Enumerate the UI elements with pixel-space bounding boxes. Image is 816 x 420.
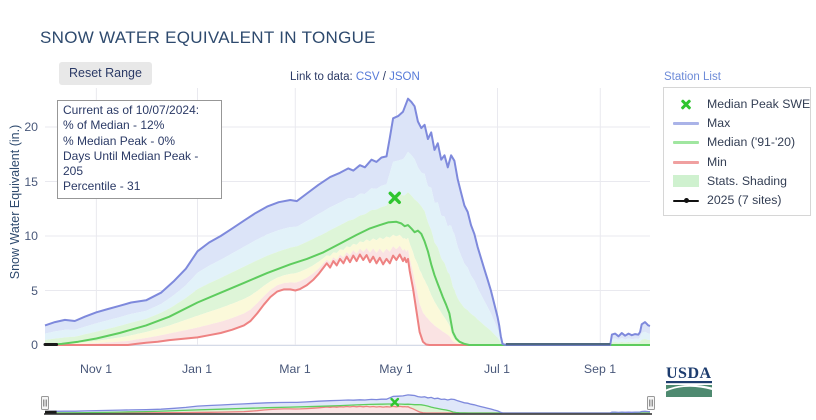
y-tick-label: 5 [31,283,38,298]
json-link[interactable]: JSON [389,71,420,83]
y-tick-label: 0 [31,338,38,352]
legend-item-min[interactable]: Min [673,152,806,171]
current-year-line-icon [673,198,699,204]
stats-shading-bands [45,98,650,345]
nav-max-line [44,394,650,414]
reset-range-button[interactable]: Reset Range [59,62,152,85]
x-tick-label: Jul 1 [484,362,510,376]
csv-link[interactable]: CSV [355,71,380,83]
usda-logo: USDA [666,366,716,399]
usda-logo-text: USDA [666,365,712,382]
legend-item-max[interactable]: Max [673,113,806,132]
legend-label: Max [707,115,731,130]
x-tick-label: Jan 1 [181,362,213,376]
legend-item-median[interactable]: Median ('91-'20) [673,133,806,152]
nav-median-line [44,403,650,414]
legend-item-stats-shading[interactable]: Stats. Shading [673,171,806,190]
navigator-handle-right[interactable] [647,396,655,410]
series-min-line [45,253,650,346]
y-tick-label: 20 [24,120,38,134]
legend: Median Peak SWE Max Median ('91-'20) Min… [663,87,811,216]
legend-label: 2025 (7 sites) [707,193,782,208]
y-tick-label: 15 [24,174,38,189]
legend-label: Stats. Shading [707,173,787,188]
info-line: Current as of 10/07/2024: [63,103,200,117]
x-marker-icon [673,97,699,111]
navigator-handle-left[interactable] [41,396,49,410]
station-list-link[interactable]: Station List [664,71,721,83]
legend-item-2025[interactable]: 2025 (7 sites) [673,190,806,209]
x-tick-label: Nov 1 [79,362,113,376]
median-line-icon [673,141,699,145]
range-navigator[interactable] [41,394,655,415]
min-line-icon [673,160,699,164]
x-tick-label: Mar 1 [279,362,311,376]
info-line: Days Until Median Peak - 205 [63,148,199,179]
x-tick-label: Sep 1 [583,362,617,376]
page-title: SNOW WATER EQUIVALENT IN TONGUE [40,28,376,47]
series-median-line [44,220,650,346]
legend-label: Min [707,154,727,169]
info-line: Percentile - 31 [63,179,141,194]
usda-logo-art [666,381,712,397]
link-to-data-label: Link to data: [290,71,356,83]
nav-median-peak-marker [390,397,400,407]
current-conditions-box: Current as of 10/07/2024: % of Median - … [57,100,222,199]
median-peak-swe-marker[interactable] [388,191,401,205]
legend-item-median-peak-swe[interactable]: Median Peak SWE [673,94,810,113]
shading-patch-icon [673,175,699,188]
nav-min-line [45,405,650,414]
link-to-data: Link to data: CSV / JSON [290,71,420,83]
legend-label: Median Peak SWE [707,96,811,111]
info-line: % Median Peak - 0% [63,133,176,148]
y-tick-label: 10 [24,229,38,243]
max-line-icon [673,121,699,125]
legend-label: Median ('91-'20) [707,135,796,150]
x-tick-label: May 1 [379,362,413,376]
info-line: % of Median - 12% [63,118,165,133]
